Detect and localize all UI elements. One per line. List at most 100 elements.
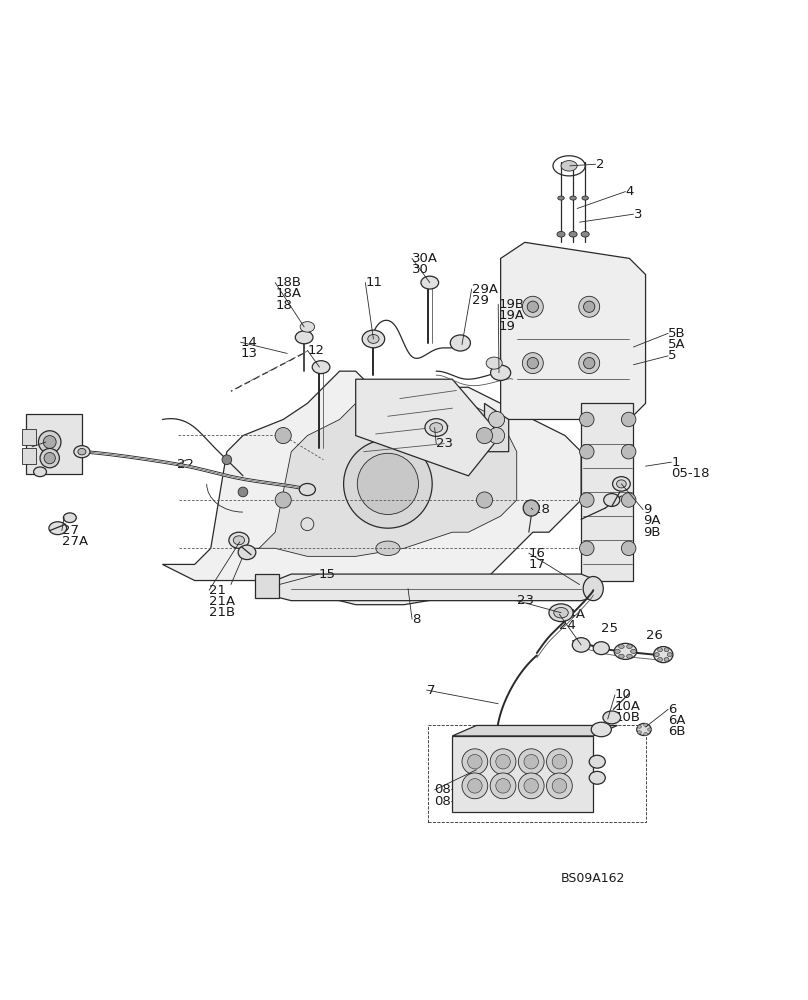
Circle shape [527, 301, 538, 312]
Ellipse shape [593, 642, 609, 655]
Text: 08-27: 08-27 [435, 783, 473, 796]
Ellipse shape [603, 711, 621, 724]
Circle shape [276, 492, 291, 508]
Text: 11: 11 [365, 276, 382, 289]
Circle shape [621, 493, 636, 507]
Ellipse shape [486, 357, 503, 369]
Ellipse shape [430, 423, 443, 432]
Text: 6B: 6B [668, 725, 686, 738]
Circle shape [621, 444, 636, 459]
Text: 12: 12 [307, 344, 324, 357]
Ellipse shape [644, 723, 648, 727]
Text: 7: 7 [427, 684, 435, 697]
Ellipse shape [570, 196, 576, 200]
Ellipse shape [74, 446, 90, 458]
Bar [255, 574, 280, 598]
Ellipse shape [553, 607, 568, 618]
Circle shape [40, 448, 59, 468]
Text: 27A: 27A [61, 535, 88, 548]
Ellipse shape [617, 480, 626, 488]
Text: 30: 30 [412, 263, 429, 276]
Circle shape [44, 436, 56, 448]
Circle shape [522, 353, 543, 374]
Circle shape [546, 773, 572, 799]
Text: 25: 25 [601, 622, 618, 635]
Text: 18A: 18A [276, 287, 301, 300]
Circle shape [579, 412, 594, 427]
Text: 21: 21 [209, 584, 226, 597]
Text: 23: 23 [517, 594, 534, 607]
Ellipse shape [644, 732, 648, 736]
Text: 05-18: 05-18 [671, 467, 710, 480]
Text: 6: 6 [668, 703, 676, 716]
Circle shape [621, 412, 636, 427]
Circle shape [39, 431, 61, 453]
Ellipse shape [619, 644, 625, 649]
Text: 28: 28 [532, 503, 549, 516]
Ellipse shape [561, 161, 577, 171]
Circle shape [527, 357, 538, 369]
Ellipse shape [614, 643, 637, 659]
Text: 8: 8 [412, 613, 420, 626]
Ellipse shape [569, 231, 577, 237]
Text: 21B: 21B [209, 606, 235, 619]
Text: 24: 24 [559, 619, 576, 632]
Text: 21A: 21A [209, 595, 235, 608]
Ellipse shape [658, 657, 663, 661]
Ellipse shape [78, 448, 86, 455]
Text: 22: 22 [177, 458, 194, 471]
Text: 30A: 30A [412, 252, 438, 265]
Polygon shape [243, 403, 517, 556]
Circle shape [552, 754, 566, 769]
Ellipse shape [368, 335, 379, 343]
Ellipse shape [615, 649, 621, 653]
Text: 18: 18 [276, 299, 292, 312]
Ellipse shape [581, 231, 589, 237]
Ellipse shape [667, 653, 672, 657]
Text: 18B: 18B [276, 276, 301, 289]
Circle shape [489, 411, 505, 428]
Polygon shape [162, 371, 581, 605]
Text: 5B: 5B [668, 327, 686, 340]
Ellipse shape [238, 545, 256, 560]
Ellipse shape [583, 576, 604, 601]
Ellipse shape [612, 477, 630, 491]
Text: 1: 1 [671, 456, 680, 469]
Ellipse shape [295, 331, 313, 344]
Text: 16: 16 [528, 547, 545, 560]
Circle shape [524, 779, 538, 793]
Ellipse shape [312, 361, 330, 374]
Ellipse shape [631, 649, 637, 653]
Ellipse shape [34, 467, 47, 477]
Text: 29: 29 [472, 294, 489, 307]
Circle shape [522, 296, 543, 317]
Circle shape [579, 296, 600, 317]
Ellipse shape [425, 419, 448, 436]
Text: 10: 10 [615, 688, 632, 701]
Ellipse shape [376, 541, 400, 556]
Text: 2: 2 [595, 158, 604, 171]
Circle shape [477, 492, 493, 508]
Text: 10A: 10A [615, 700, 641, 713]
Circle shape [343, 440, 432, 528]
Text: 24A: 24A [559, 608, 586, 621]
Ellipse shape [549, 604, 573, 622]
Circle shape [490, 749, 516, 775]
Circle shape [579, 444, 594, 459]
Text: 23: 23 [436, 437, 453, 450]
Circle shape [490, 773, 516, 799]
Text: 5: 5 [668, 349, 676, 362]
Circle shape [44, 452, 55, 464]
Circle shape [468, 754, 482, 769]
Circle shape [496, 779, 511, 793]
Ellipse shape [638, 731, 642, 734]
Ellipse shape [490, 365, 511, 380]
Ellipse shape [589, 755, 605, 768]
Text: BS09A162: BS09A162 [561, 872, 625, 885]
Ellipse shape [627, 654, 633, 658]
Circle shape [462, 773, 488, 799]
Polygon shape [276, 574, 597, 601]
Ellipse shape [234, 536, 245, 545]
Ellipse shape [557, 231, 565, 237]
Ellipse shape [362, 330, 385, 348]
